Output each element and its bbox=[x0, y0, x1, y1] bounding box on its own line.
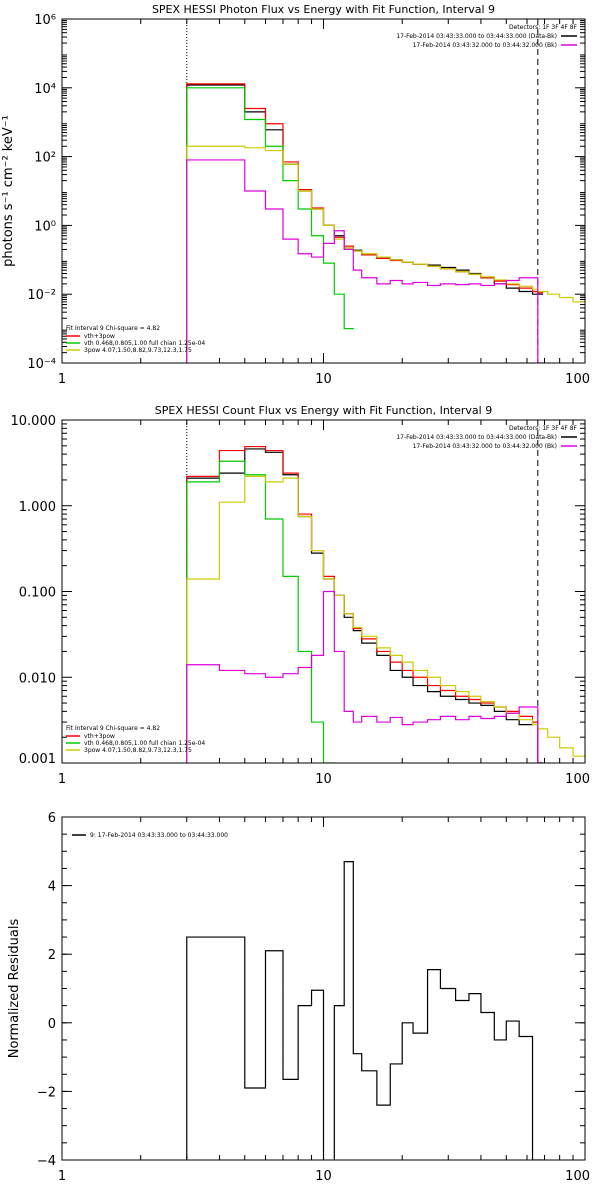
series-line bbox=[186, 159, 544, 363]
chart-panel-3: Normalized Residuals 1 10 100 −4 −2 0 2 4 6 9: 17-… bbox=[7, 811, 590, 1184]
chart-title: SPEX HESSI Count Flux vs Energy with Fit… bbox=[155, 404, 492, 417]
series-group bbox=[186, 860, 544, 1160]
y-tick-label: 0 bbox=[48, 1017, 56, 1032]
legend-header: Fit Interval 9 Chi-square = 4.82 bbox=[66, 725, 160, 732]
y-axis-label: photons s⁻¹ cm⁻² keV⁻¹ bbox=[1, 115, 16, 267]
legend-entry-label: 3pow 4.07,1.50,8.82,9.73,12.3,1.75 bbox=[84, 347, 192, 354]
y-tick-label: 4 bbox=[48, 880, 56, 895]
y-tick-label: 0.001 bbox=[19, 752, 56, 767]
x-tick-label: 100 bbox=[565, 772, 590, 787]
series-line bbox=[186, 84, 544, 363]
y-tick-label: −4 bbox=[37, 1154, 56, 1169]
legend-entry-label: 17-Feb-2014 03:43:32.000 to 03:44:32.000… bbox=[413, 42, 557, 49]
y-tick-label: 10.000 bbox=[11, 414, 57, 429]
y-tick-label: 1.000 bbox=[19, 500, 56, 515]
series-line bbox=[186, 445, 544, 763]
x-tick-label: 10 bbox=[315, 1169, 332, 1184]
y-tick-label: 2 bbox=[48, 948, 56, 963]
chart-title: SPEX HESSI Photon Flux vs Energy with Fi… bbox=[152, 3, 495, 16]
legend-entry-label: vth 0.468,0.805,1.00 full chian 1.25e-04 bbox=[84, 340, 205, 347]
x-tick-label: 10 bbox=[315, 772, 332, 787]
series-line bbox=[186, 460, 336, 763]
series-group bbox=[186, 445, 585, 763]
x-tick-label: 1 bbox=[58, 372, 66, 387]
series-group bbox=[186, 83, 585, 363]
y-tick-label: 10⁶ bbox=[34, 13, 56, 28]
legend-entry-label: 17-Feb-2014 03:43:33.000 to 03:44:33.000… bbox=[396, 33, 557, 40]
y-tick-label: 6 bbox=[48, 811, 56, 826]
legend-entry-label: vth 0.468,0.805,1.00 full chian 1.25e-04 bbox=[84, 740, 205, 747]
y-tick-label: 10⁻⁴ bbox=[27, 357, 56, 372]
y-tick-label: 10² bbox=[34, 151, 56, 166]
x-tick-label: 1 bbox=[58, 772, 66, 787]
x-tick-label: 100 bbox=[565, 1169, 590, 1184]
legend-entry-label: 17-Feb-2014 03:43:32.000 to 03:44:32.000… bbox=[413, 443, 557, 450]
chart-panel-1: SPEX HESSI Photon Flux vs Energy with Fi… bbox=[1, 3, 590, 387]
y-axis-label: Normalized Residuals bbox=[7, 919, 22, 1059]
x-tick-label: 10 bbox=[315, 372, 332, 387]
y-tick-label: 10⁻² bbox=[27, 288, 56, 303]
y-tick-label: 10⁰ bbox=[34, 219, 56, 234]
series-line bbox=[186, 475, 585, 763]
legend-entry-label: 9: 17-Feb-2014 03:43:33.000 to 03:44:33.… bbox=[90, 832, 228, 839]
y-tick-label: 10⁴ bbox=[34, 82, 56, 97]
y-tick-label: 0.010 bbox=[19, 671, 56, 686]
series-line bbox=[186, 860, 544, 1160]
legend-header: Detectors: 1F 3F 4F 8F bbox=[509, 425, 578, 432]
series-line bbox=[186, 87, 355, 363]
legend-entry-label: vth+3pow bbox=[84, 333, 115, 340]
x-tick-label: 1 bbox=[58, 1169, 66, 1184]
chart-panel-2: SPEX HESSI Count Flux vs Energy with Fit… bbox=[11, 404, 591, 787]
plot-frame bbox=[61, 419, 586, 764]
legend-entry-label: 17-Feb-2014 03:43:33.000 to 03:44:33.000… bbox=[396, 434, 557, 441]
legend-entry-label: vth+3pow bbox=[84, 733, 115, 740]
x-tick-label: 100 bbox=[565, 372, 590, 387]
series-line bbox=[186, 145, 585, 363]
y-tick-label: −2 bbox=[37, 1085, 56, 1100]
plot-frame bbox=[61, 18, 586, 364]
series-line bbox=[186, 590, 544, 763]
legend-header: Fit Interval 9 Chi-square = 4.82 bbox=[66, 325, 160, 332]
plot-frame bbox=[61, 816, 586, 1161]
legend-header: Detectors: 1F 3F 4F 8F bbox=[509, 24, 578, 31]
y-tick-label: 0.100 bbox=[19, 586, 56, 601]
series-line bbox=[186, 83, 544, 363]
legend-entry-label: 3pow 4.07,1.50,8.82,9.73,12.3,1.75 bbox=[84, 747, 192, 754]
